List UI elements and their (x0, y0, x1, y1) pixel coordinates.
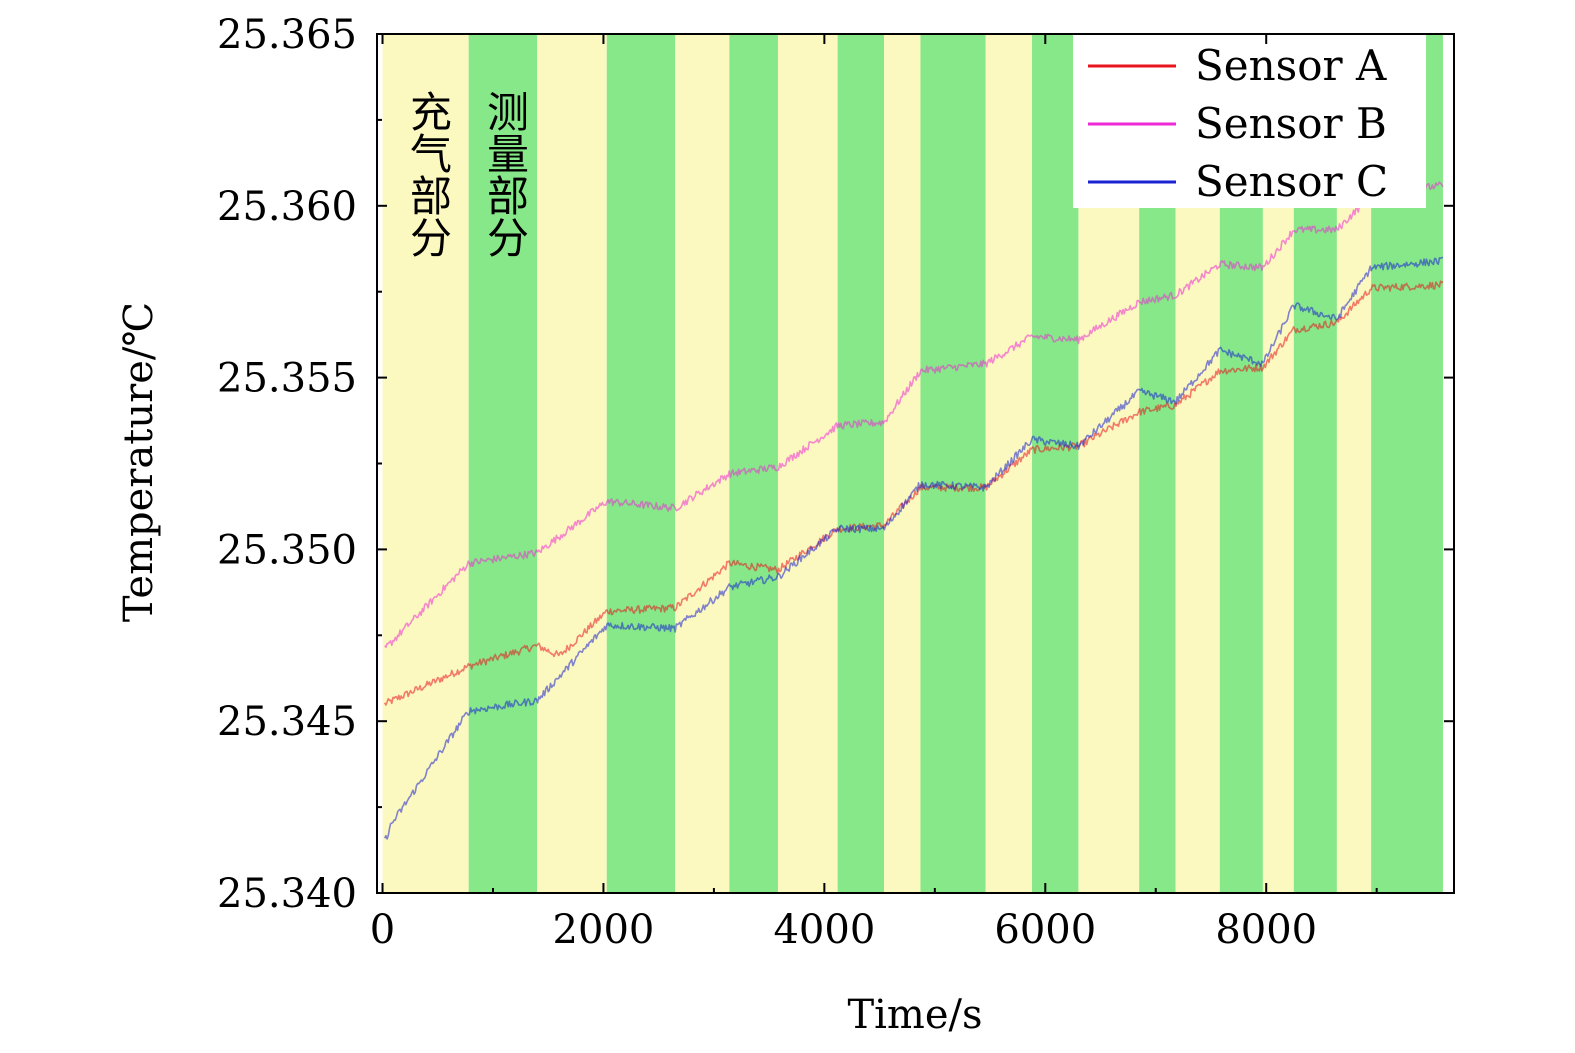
legend-label: Sensor A (1195, 41, 1387, 90)
x-tick-label: 2000 (553, 907, 655, 953)
y-tick-label: 25.360 (217, 184, 357, 230)
phase-bands (382, 34, 1443, 893)
phase-band-measurement (729, 34, 778, 893)
phase-label-charging: 充气部分 (404, 90, 453, 258)
phase-band-charging (777, 34, 838, 893)
measurement-phase-label: 测量部分 (481, 90, 530, 258)
series-lines (383, 181, 1444, 840)
x-tick-label: 0 (370, 907, 395, 953)
phase-band-measurement (468, 34, 538, 893)
charging-phase-label: 充气部分 (404, 90, 453, 258)
y-tick-label: 25.340 (217, 871, 357, 917)
series-line-sensor-a (383, 280, 1444, 706)
x-tick-label: 4000 (773, 907, 875, 953)
y-tick-label: 25.345 (217, 699, 357, 745)
legend-box (1073, 34, 1426, 208)
phase-band-charging (675, 34, 730, 893)
phase-band-measurement (920, 34, 986, 893)
x-axis-label: Time/s (847, 992, 982, 1038)
phase-band-charging (382, 34, 469, 893)
x-tick-label: 6000 (994, 907, 1096, 953)
series-line-sensor-c (383, 256, 1444, 840)
y-tick-label: 25.365 (217, 12, 357, 58)
y-tick-label: 25.350 (217, 527, 357, 573)
phase-band-measurement (1032, 34, 1079, 893)
phase-band-charging (884, 34, 921, 893)
phase-label-measurement: 测量部分 (481, 90, 530, 258)
phase-band-measurement (606, 34, 676, 893)
legend-label: Sensor B (1195, 99, 1387, 148)
y-axis-label: Temperature/℃ (116, 302, 162, 622)
phase-band-measurement (837, 34, 885, 893)
y-tick-label: 25.355 (217, 356, 357, 402)
legend-label: Sensor C (1195, 157, 1388, 206)
series-line-sensor-b (384, 181, 1444, 648)
phase-band-charging (537, 34, 607, 893)
axis-ticks: 25.340 25.345 25.350 25.355 25.360 25.365 0 200… (217, 12, 1454, 953)
x-tick-label: 8000 (1215, 907, 1317, 953)
legend: Sensor A Sensor B Sensor C (1073, 34, 1426, 208)
